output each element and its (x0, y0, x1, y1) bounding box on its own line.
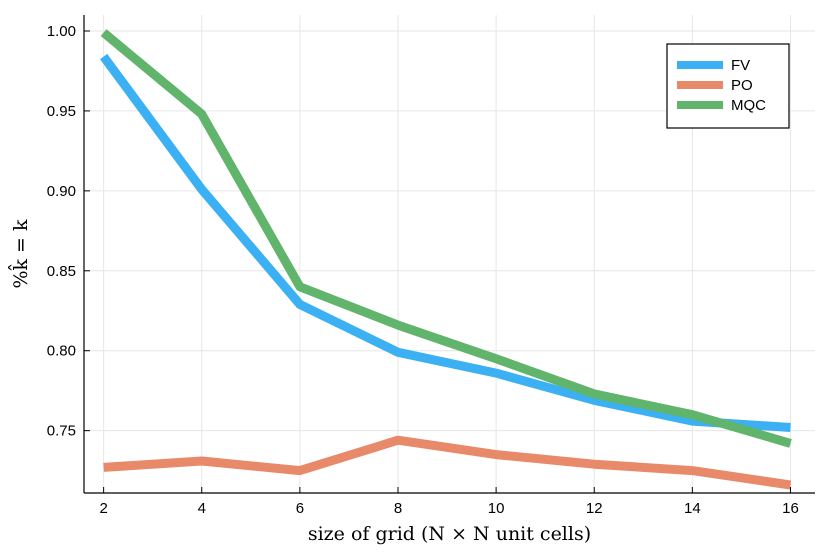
x-tick-label: 4 (198, 500, 206, 517)
x-ticks: 2 4 6 8 10 12 14 16 (99, 487, 799, 517)
y-tick-label: 0.95 (47, 103, 76, 120)
y-tick-label: 0.80 (47, 343, 76, 360)
legend-label-fv: FV (731, 57, 750, 74)
axes (83, 15, 815, 494)
x-tick-label: 12 (586, 500, 603, 517)
series-line-fv (99, 53, 791, 432)
series-line-mqc (100, 29, 792, 448)
y-axis-title: %k̂ = k (7, 219, 32, 289)
legend: FV PO MQC (666, 43, 790, 129)
series-line-po (103, 435, 792, 490)
x-tick-label: 14 (684, 500, 701, 517)
x-tick-label: 2 (99, 500, 107, 517)
y-ticks: 0.75 0.80 0.85 0.90 0.95 1.00 (47, 23, 90, 440)
x-tick-label: 10 (488, 500, 505, 517)
legend-label-po: PO (731, 77, 753, 94)
x-tick-label: 8 (394, 500, 402, 517)
y-tick-label: 0.75 (47, 423, 76, 440)
y-tick-label: 0.90 (47, 183, 76, 200)
legend-label-mqc: MQC (731, 97, 766, 114)
y-tick-label: 1.00 (47, 23, 76, 40)
series-lines (99, 29, 792, 490)
y-tick-label: 0.85 (47, 263, 76, 280)
x-tick-label: 16 (782, 500, 799, 517)
x-tick-label: 6 (296, 500, 304, 517)
x-axis-title: size of grid (N × N unit cells) (308, 523, 591, 545)
